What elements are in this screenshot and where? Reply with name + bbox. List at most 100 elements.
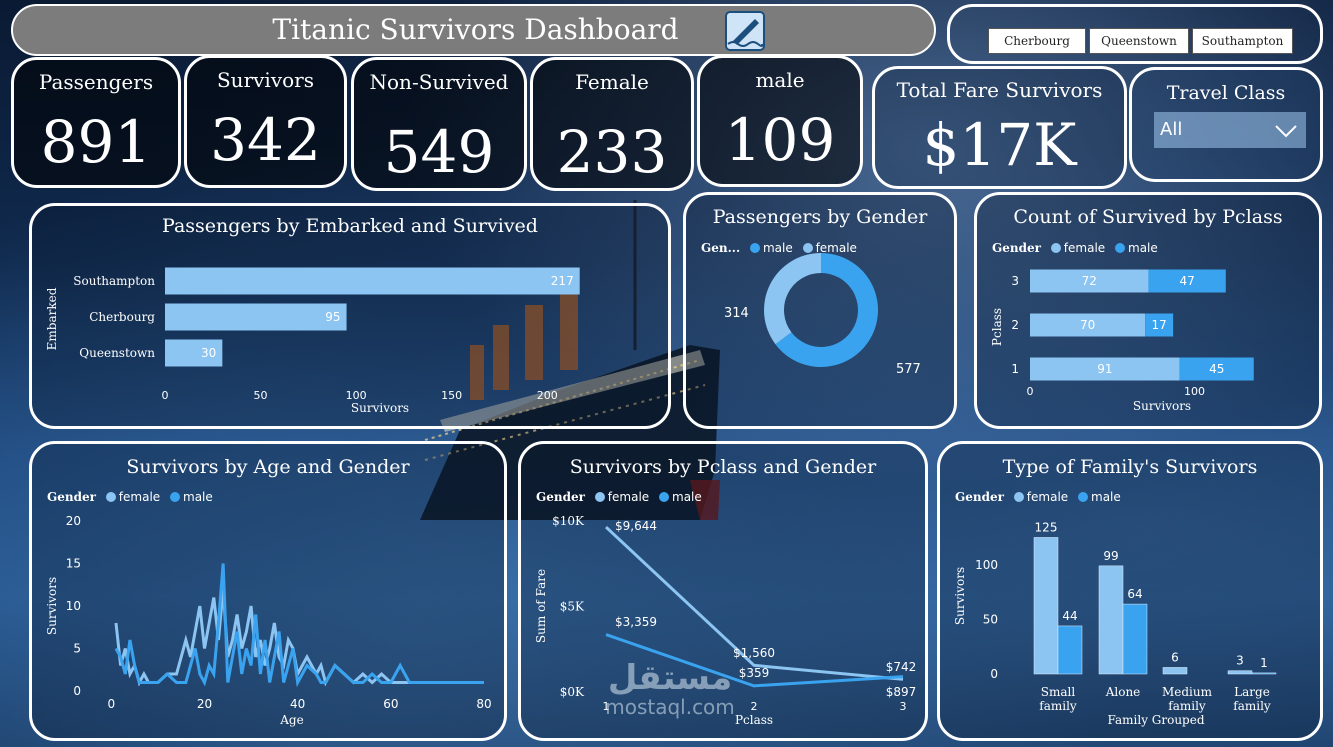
kpi-survivors: Survivors 342	[184, 55, 347, 188]
data-label: $359	[739, 666, 770, 680]
bar-male	[1179, 357, 1254, 381]
series-line-male	[114, 563, 484, 688]
chart-title: Passengers by Embarked and Survived	[162, 215, 538, 237]
bar-female	[1162, 667, 1188, 675]
data-label: 64	[1127, 587, 1142, 601]
age-line-chart: 0 5 10 15 20 0 20 40 60 80 Age Survivors	[45, 514, 492, 727]
donut-slice	[764, 253, 821, 345]
kpi-non-survived: Non-Survived 549	[351, 57, 527, 191]
legend-item: female	[118, 490, 161, 504]
data-label: 45	[1209, 362, 1224, 376]
tick-label: 15	[66, 557, 81, 571]
tick-label: 2	[751, 700, 758, 713]
data-label: 577	[896, 362, 921, 377]
bar-male	[1148, 269, 1226, 293]
family-bar-chart: 050100Survivors12544Smallfamily9964Alone…	[953, 520, 1277, 727]
series-line-female	[114, 588, 484, 687]
kpi-female: Female 233	[530, 57, 694, 191]
chart-legend: Gender female male	[536, 490, 702, 504]
x-axis-label: Pclass	[735, 713, 773, 727]
chart-title: Passengers by Gender	[712, 206, 928, 228]
data-label: 314	[724, 306, 749, 321]
tick-label: $0K	[560, 685, 585, 699]
watermark-latin: mostaql.com	[605, 695, 735, 719]
kpi-value: 342	[210, 106, 321, 174]
slicer-button-queenstown[interactable]: Queenstown	[1089, 28, 1189, 54]
kpi-value: 109	[724, 106, 836, 174]
tick-label: 200	[537, 389, 558, 402]
data-label: 30	[201, 346, 216, 360]
kpi-value: 891	[40, 108, 152, 176]
legend-item: male	[183, 490, 213, 504]
kpi-passengers: Passengers 891	[11, 57, 181, 188]
tick-label: 5	[73, 642, 81, 656]
tick-label: 0	[990, 667, 998, 681]
data-label: $897	[886, 685, 917, 699]
bar-male	[1057, 625, 1083, 675]
category-label: 3	[1011, 274, 1019, 288]
slicer-button-southampton[interactable]: Southampton	[1192, 28, 1293, 54]
legend-item: male	[1128, 241, 1158, 255]
category-label: Cherbourg	[89, 310, 155, 324]
kpi-value: 233	[556, 118, 668, 186]
bar	[165, 267, 580, 295]
tick-label: 150	[441, 389, 462, 402]
legend-item: female	[1026, 490, 1069, 504]
legend-item: female	[1063, 241, 1106, 255]
data-label: 99	[1103, 549, 1118, 563]
data-label: 3	[1236, 654, 1244, 668]
travel-class-dropdown[interactable]: All	[1154, 112, 1306, 148]
bar-female	[1227, 670, 1253, 675]
data-label: 70	[1080, 318, 1095, 332]
chevron-down-icon	[1275, 125, 1297, 138]
data-label: $9,644	[615, 519, 657, 533]
tick-label: 100	[1184, 385, 1205, 398]
pclass-fare-panel: Survivors by Pclass and Gender Gender fe…	[518, 441, 928, 741]
tick-label: 0	[73, 684, 81, 698]
category-label: Large	[1234, 685, 1270, 699]
tick-label: 60	[383, 697, 398, 711]
tick-label: 20	[197, 697, 212, 711]
kpi-label: Survivors	[216, 68, 314, 92]
legend-title: Gender	[536, 490, 585, 504]
tick-label: 1	[603, 700, 610, 713]
bar	[165, 339, 223, 367]
data-label: 72	[1082, 274, 1097, 288]
kpi-label: Female	[575, 70, 649, 94]
tick-label: 50	[983, 612, 998, 626]
data-label: 125	[1035, 520, 1058, 534]
data-label: 17	[1152, 318, 1167, 332]
category-label: Alone	[1105, 685, 1141, 699]
kpi-label: male	[755, 68, 805, 92]
tick-label: 100	[346, 389, 367, 402]
bar-female	[1030, 357, 1180, 381]
tick-label: 3	[900, 700, 907, 713]
data-label: $3,359	[615, 615, 657, 629]
chart-legend: Gender female male	[955, 490, 1121, 504]
tick-label: 20	[66, 514, 81, 528]
pclass-count-panel: Count of Survived by Pclass Gender femal…	[974, 192, 1322, 429]
kpi-label: Passengers	[38, 70, 154, 94]
tick-label: 80	[476, 697, 491, 711]
tick-label: 50	[254, 389, 268, 402]
category-label: family	[1168, 699, 1206, 713]
bar	[165, 303, 347, 331]
x-axis-label: Age	[279, 713, 303, 727]
travel-class-slicer: Travel Class All	[1129, 67, 1323, 182]
legend-item: male	[1091, 490, 1121, 504]
category-label: Small	[1041, 685, 1076, 699]
slicer-button-cherbourg[interactable]: Cherbourg	[988, 28, 1086, 54]
legend-title: Gender	[955, 490, 1004, 504]
legend-item: male	[672, 490, 702, 504]
watermark: مستقل mostaql.com	[585, 660, 755, 718]
data-label: $1,560	[733, 646, 775, 660]
category-label: family	[1039, 699, 1077, 713]
data-label: 1	[1260, 656, 1268, 670]
bar-female	[1098, 565, 1124, 675]
tick-label: $10K	[552, 514, 585, 528]
data-label: 91	[1097, 362, 1112, 376]
kpi-total-fare: Total Fare Survivors $17K	[872, 66, 1127, 189]
age-chart-panel: Survivors by Age and Gender Gender femal…	[29, 441, 507, 741]
tick-label: 0	[1027, 385, 1034, 398]
